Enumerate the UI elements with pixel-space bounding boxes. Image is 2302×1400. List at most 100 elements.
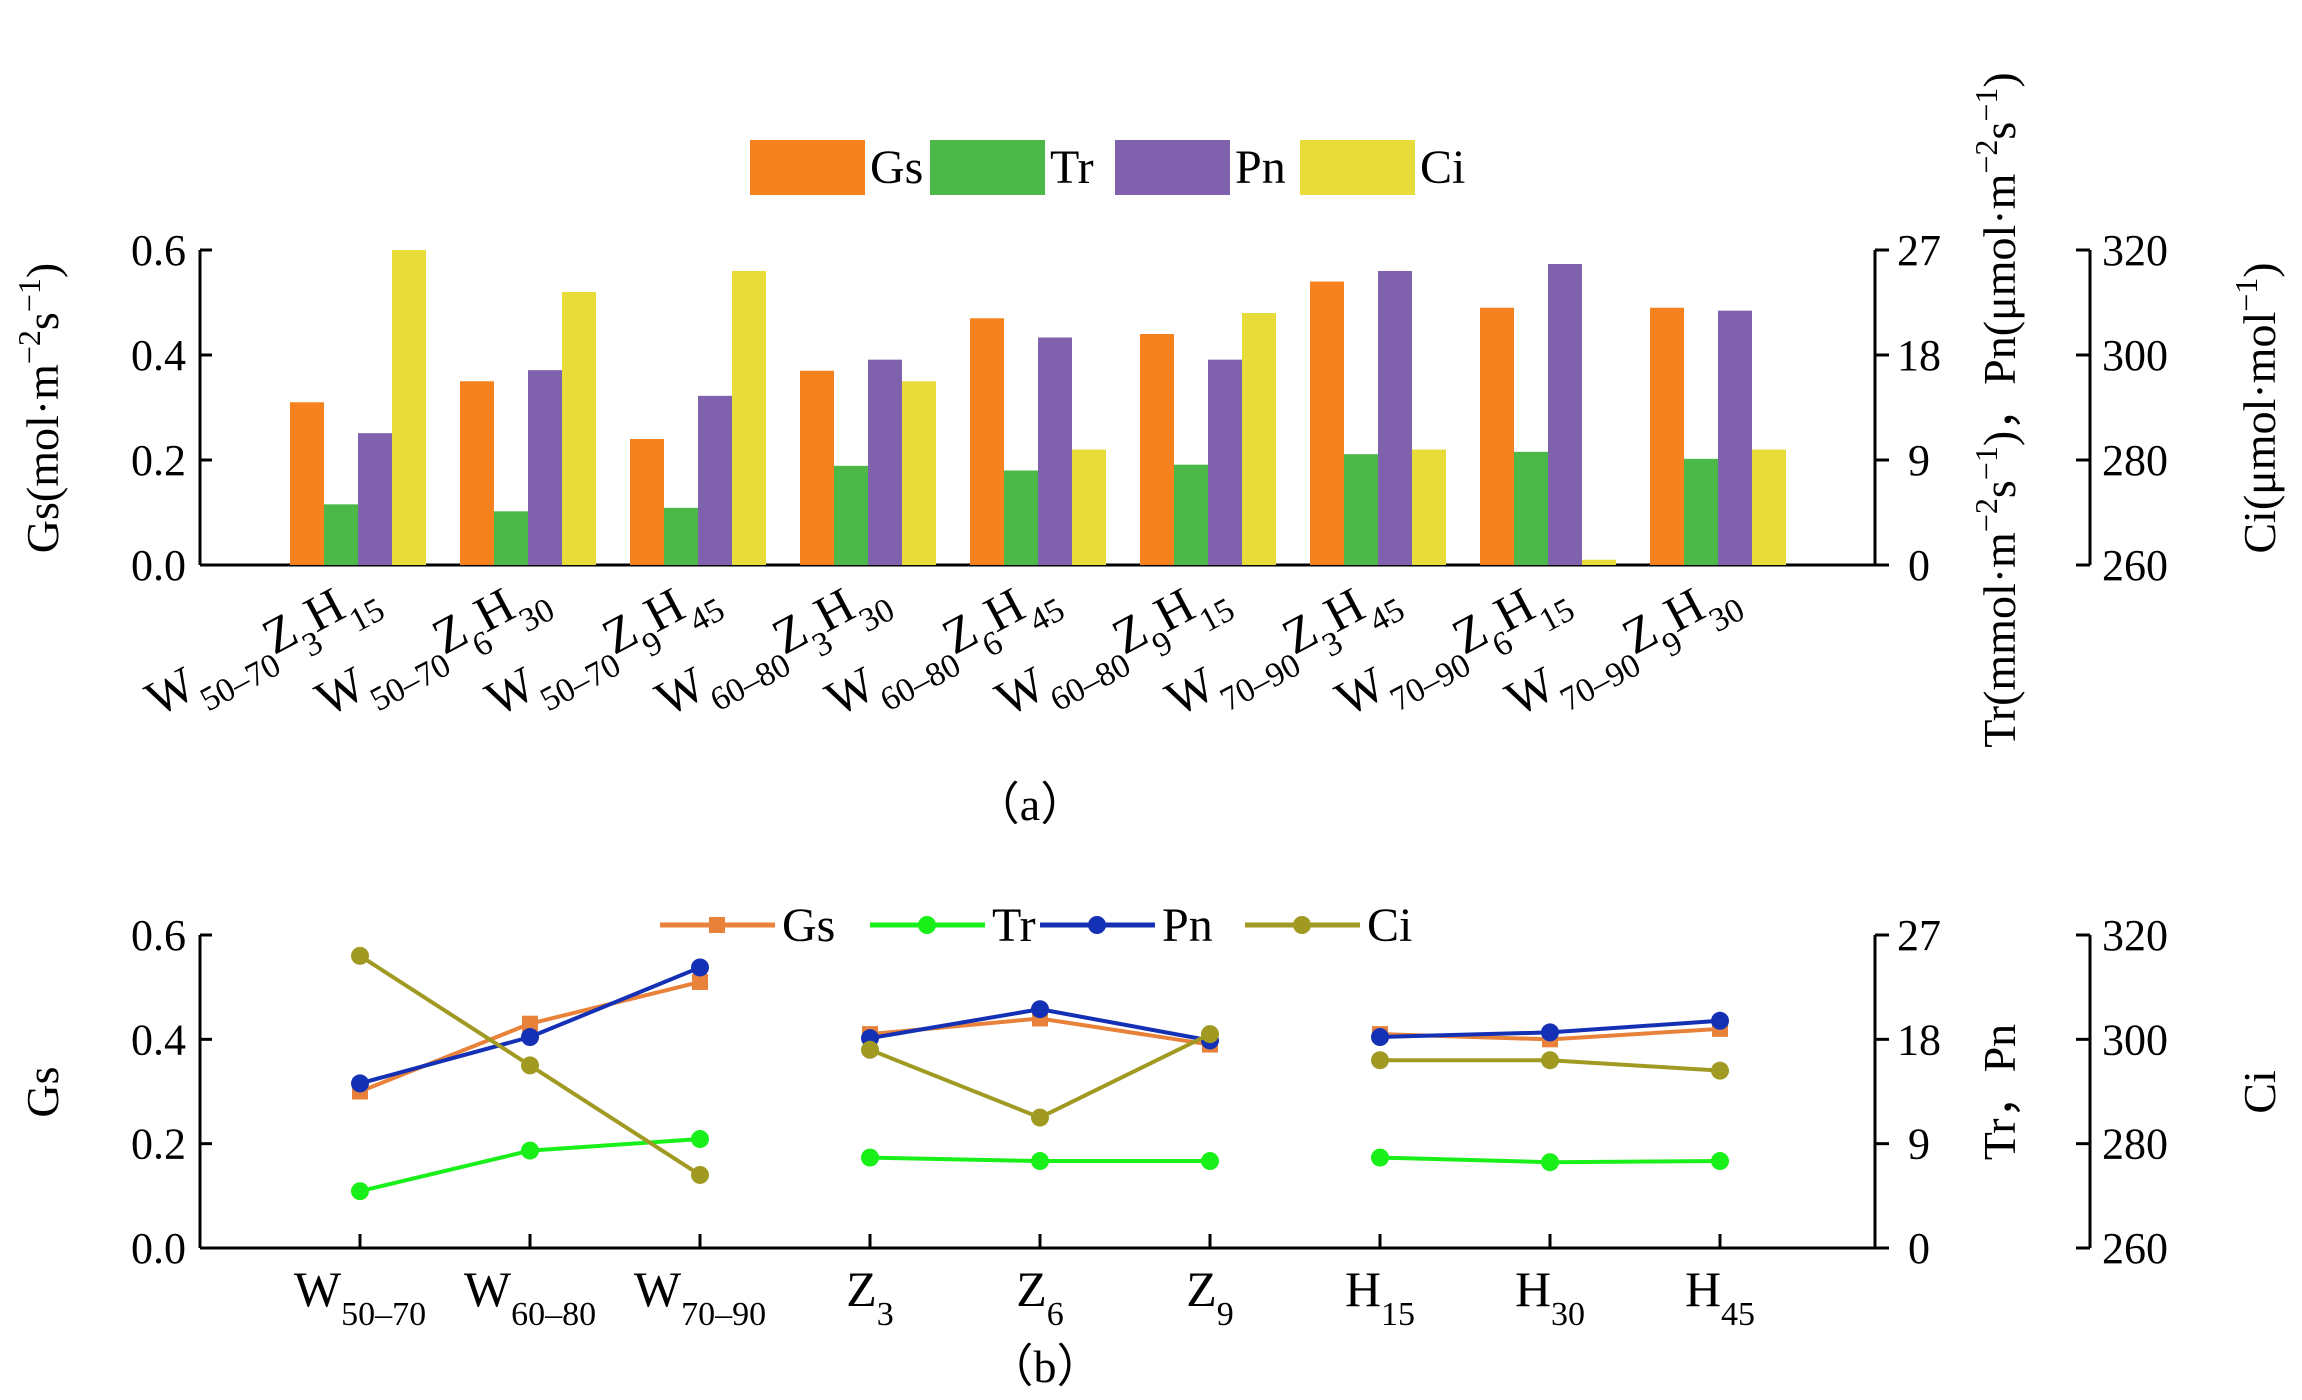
marker-tr [861,1148,879,1167]
b-x-tick-label: H45 [1685,1261,1755,1333]
b-right1-tick-label: 18 [1897,1015,1941,1064]
category-factor: W [1326,655,1395,727]
x-label-factor: H [1515,1261,1551,1317]
bar-pn [1718,310,1752,565]
bar-ci [392,250,426,565]
legend-marker-gs [709,917,725,933]
legend-label-gs: Gs [870,141,923,194]
marker-ci [1541,1051,1559,1070]
x-label-subscript: 70–90 [681,1296,766,1333]
bar-ci [732,271,766,565]
legend-label-ci: Ci [1420,141,1465,194]
x-label-factor: H [1345,1261,1381,1317]
axis-label-text: s [17,312,68,330]
a-left-tick-label: 0.4 [131,331,186,380]
legend-marker-ci [1293,916,1311,934]
legend-swatch-gs [750,140,865,195]
panel-a-bar-chart: 0.00.20.40.6091827260280300320W50–70Z3H1… [11,72,2285,830]
x-label-subscript: 9 [1217,1296,1234,1333]
x-label-subscript: 15 [1381,1296,1415,1333]
b-right2-tick-label: 320 [2102,911,2168,960]
legend-label-tr: Tr [1050,141,1094,194]
bar-pn [1548,264,1582,565]
category-subscript: 60–80 [874,646,966,719]
a-left-tick-label: 0.6 [131,226,186,275]
axis-label-text: )，Pn(μmol·m [1974,173,2025,446]
category-factor: W [306,655,375,727]
bar-tr [494,511,528,565]
bar-tr [1004,470,1038,565]
bar-pn [1038,337,1072,565]
b-x-tick-label: W70–90 [634,1261,766,1333]
category-subscript: 50–70 [194,646,286,719]
axis-label-text: Ci [2234,1070,2285,1113]
category-label: W70–90Z9H30 [1496,560,1750,740]
x-label-factor: W [464,1261,512,1317]
x-label-subscript: 6 [1047,1296,1064,1333]
axis-label-superscript: −1 [2228,278,2264,312]
a-right2-tick-label: 300 [2102,331,2168,380]
axis-label-superscript: −1 [1968,446,2004,480]
bar-pn [358,433,392,565]
axis-label-text: Gs(mol·m [17,364,68,553]
category-subscript: 70–90 [1384,646,1476,719]
marker-tr [1371,1148,1389,1167]
category-subscript: 45 [1023,591,1070,640]
category-factor: W [476,655,545,727]
bar-pn [1208,359,1242,565]
category-subscript: 50–70 [534,646,626,719]
b-left-tick-label: 0.0 [131,1224,186,1273]
bar-tr [324,504,358,565]
a-left-tick-label: 0.0 [131,541,186,590]
marker-pn [521,1028,539,1047]
axis-label-text: s [1974,480,2025,498]
b-right2-tick-label: 300 [2102,1015,2168,1064]
marker-ci [1201,1025,1219,1044]
legend-label-gs: Gs [782,899,835,952]
marker-pn [1031,1000,1049,1019]
a-right1-tick-label: 18 [1897,331,1941,380]
bar-gs [1310,281,1344,565]
a-right2-tick-label: 280 [2102,436,2168,485]
a-right1-tick-label: 0 [1908,541,1930,590]
x-label-factor: Z [846,1261,877,1317]
category-factor: W [816,655,885,727]
category-subscript: 45 [1363,591,1410,640]
bar-tr [834,465,868,565]
x-label-subscript: 30 [1551,1296,1585,1333]
marker-tr [1541,1153,1559,1172]
b-right2-tick-label: 260 [2102,1224,2168,1273]
marker-ci [691,1165,709,1184]
axis-label-superscript: −2 [1968,140,2004,174]
category-subscript: 15 [1533,591,1580,640]
bar-gs [1140,334,1174,565]
axis-label-superscript: −2 [11,330,47,364]
b-right1-tick-label: 27 [1897,911,1941,960]
category-factor: W [986,655,1055,727]
b-left-tick-label: 0.6 [131,911,186,960]
b-right1-tick-label: 9 [1908,1120,1930,1169]
panel-b-caption: （b） [988,1341,1103,1392]
category-factor: W [1496,655,1565,727]
axis-label-text: Ci(μmol·mol [2234,312,2285,554]
b-right1-tick-label: 0 [1908,1224,1930,1273]
legend-swatch-tr [930,140,1045,195]
b-x-tick-label: W60–80 [464,1261,596,1333]
category-subscript: 15 [343,591,390,640]
bar-tr [1344,454,1378,565]
bar-ci [1752,449,1786,565]
a-right2-axis-label: Ci(μmol·mol−1) [2228,262,2285,553]
marker-gs [692,973,708,990]
b-left-axis-label: Gs [17,1066,68,1117]
category-subscript: 15 [1193,591,1240,640]
marker-ci [1711,1061,1729,1080]
a-right1-tick-label: 27 [1897,226,1941,275]
a-right2-tick-label: 260 [2102,541,2168,590]
axis-label-superscript: −1 [1968,88,2004,122]
x-label-factor: Z [1186,1261,1217,1317]
x-label-factor: H [1685,1261,1721,1317]
b-x-tick-label: Z6 [1016,1261,1064,1333]
marker-tr [1711,1152,1729,1171]
legend-marker-pn [1088,916,1106,934]
